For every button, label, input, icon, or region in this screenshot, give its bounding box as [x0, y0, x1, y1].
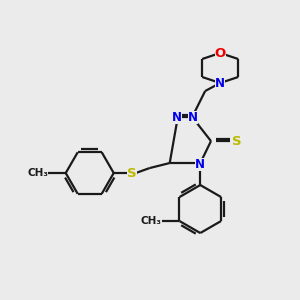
- Text: O: O: [214, 46, 226, 59]
- Text: S: S: [232, 135, 242, 148]
- Text: N: N: [215, 76, 225, 89]
- Text: S: S: [127, 167, 136, 179]
- Text: N: N: [172, 110, 182, 124]
- Text: N: N: [188, 110, 198, 124]
- Text: N: N: [195, 158, 205, 170]
- Text: CH₃: CH₃: [141, 216, 162, 226]
- Text: CH₃: CH₃: [27, 168, 48, 178]
